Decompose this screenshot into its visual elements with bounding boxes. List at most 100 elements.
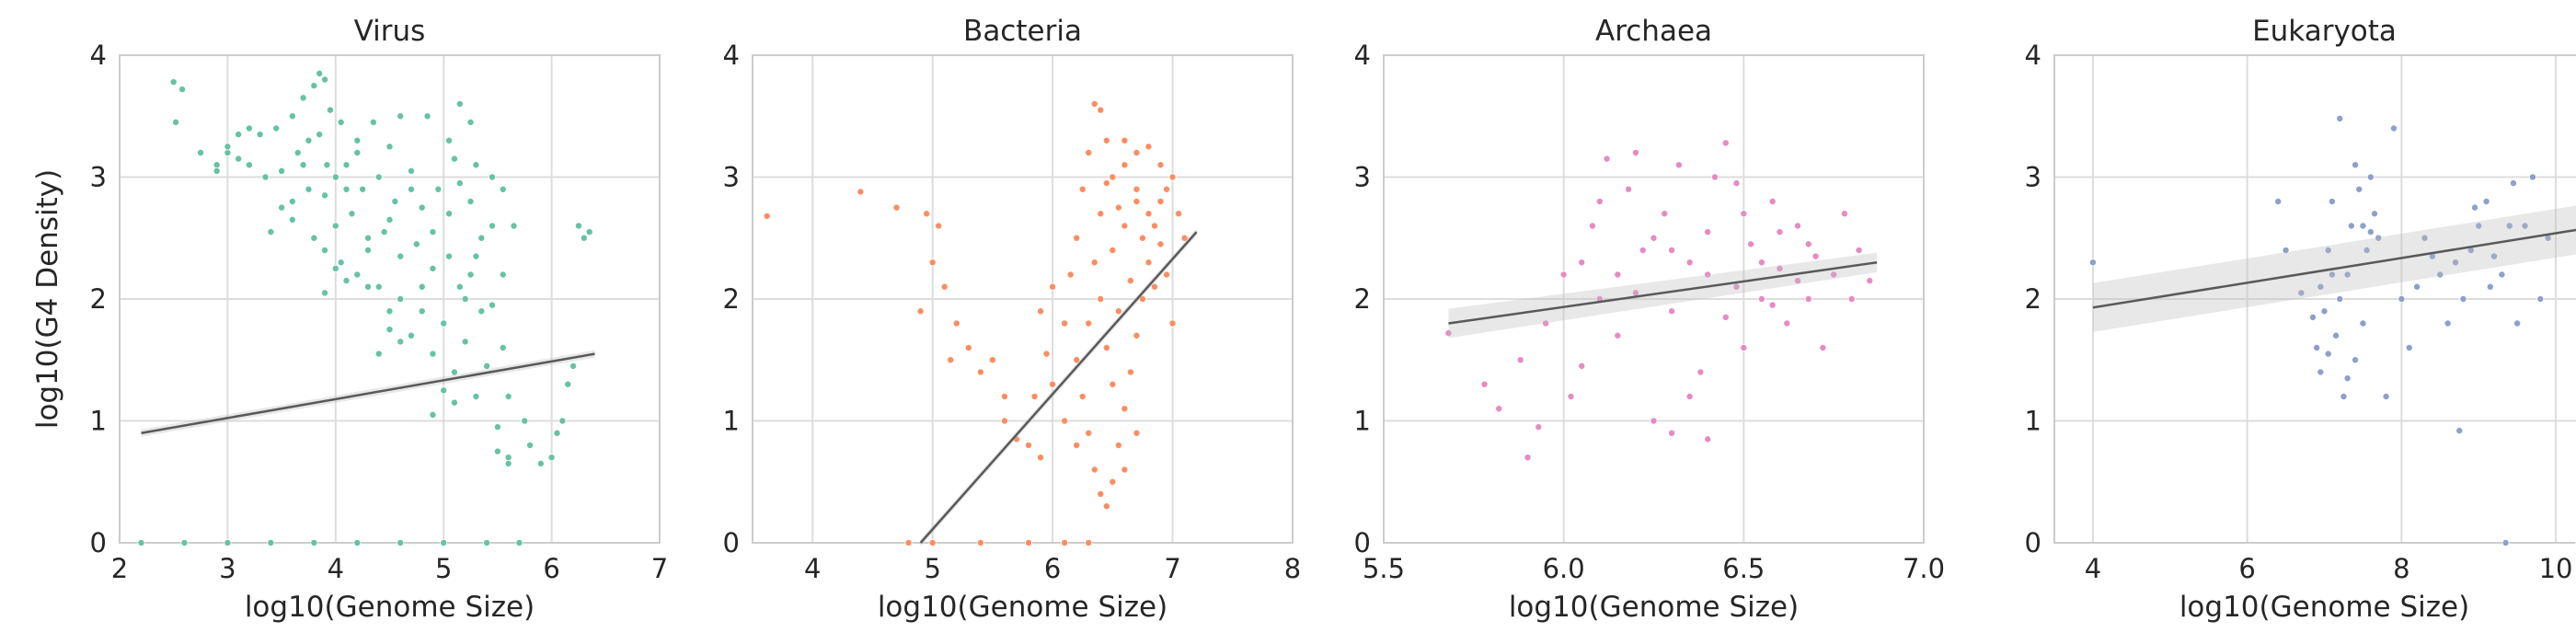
scatter-point: [440, 386, 448, 395]
scatter-point: [213, 167, 221, 175]
scatter-point: [1578, 362, 1586, 370]
scatter-point: [1783, 319, 1791, 328]
scatter-point: [2509, 179, 2517, 188]
scatter-point: [1102, 136, 1110, 144]
scatter-point: [472, 392, 480, 400]
x-tick-label: 6: [1044, 553, 1061, 584]
scatter-point: [477, 234, 486, 242]
x-tick-label: 6: [543, 553, 559, 584]
scatter-point: [1030, 392, 1039, 400]
scatter-point: [2421, 234, 2429, 242]
plot-area: [763, 100, 1198, 547]
x-tick-label: 8: [2393, 553, 2409, 584]
scatter-point: [321, 191, 329, 200]
scatter-point: [267, 228, 275, 236]
scatter-point: [1685, 392, 1694, 400]
scatter-point: [429, 228, 437, 236]
scatter-point: [1102, 502, 1110, 511]
scatter-point: [1776, 228, 1784, 236]
scatter-point: [1061, 417, 1069, 425]
scatter-point: [1121, 161, 1129, 169]
scatter-point: [928, 539, 937, 547]
panel-bacteria: 4 5 6 7 8 0 1 2 3 4 Bacteria log10(Genome Size): [723, 15, 1302, 624]
scatter-point: [293, 148, 302, 156]
scatter-point: [1090, 466, 1098, 474]
scatter-point: [359, 185, 367, 193]
scatter-point: [1847, 294, 1856, 303]
scatter-point: [2328, 197, 2336, 205]
scatter-point: [342, 161, 351, 169]
scatter-point: [1175, 210, 1183, 218]
scatter-point: [1840, 210, 1848, 218]
scatter-point: [1085, 148, 1093, 156]
scatter-point: [1595, 197, 1604, 205]
scatter-point: [988, 356, 996, 364]
y-tick-label: 0: [2025, 527, 2041, 558]
scatter-point: [1768, 197, 1777, 205]
scatter-point: [493, 447, 501, 455]
scatter-point: [245, 124, 253, 132]
scatter-point: [564, 380, 572, 388]
scatter-point: [1073, 356, 1081, 364]
y-tick-label: 3: [2025, 162, 2041, 193]
y-tick-label: 2: [2025, 283, 2041, 315]
scatter-point: [385, 143, 394, 151]
scatter-point: [1042, 350, 1051, 358]
scatter-point: [1696, 368, 1705, 376]
scatter-point: [1740, 210, 1748, 218]
scatter-point: [1121, 136, 1129, 144]
scatter-point: [364, 234, 373, 242]
scatter-point: [385, 326, 394, 334]
scatter-point: [455, 282, 464, 291]
scatter-point: [450, 368, 458, 376]
scatter-point: [323, 161, 331, 169]
scatter-point: [1133, 197, 1141, 205]
scatter-point: [1819, 343, 1827, 351]
scatter-point: [928, 259, 937, 267]
scatter-point: [445, 136, 454, 144]
scatter-point: [547, 454, 556, 462]
scatter-point: [1156, 197, 1165, 205]
scatter-point: [1721, 313, 1730, 321]
scatter-point: [2363, 246, 2371, 254]
scatter-point: [278, 203, 286, 212]
y-tick-label: 2: [90, 283, 107, 315]
scatter-point: [1721, 139, 1730, 147]
scatter-point: [326, 106, 334, 114]
scatter-point: [353, 270, 362, 279]
scatter-point: [2482, 197, 2490, 205]
scatter-point: [1133, 429, 1141, 437]
y-tick-label: 2: [723, 283, 740, 315]
scatter-point: [364, 246, 373, 254]
scatter-point: [380, 228, 388, 236]
plot-frame: [2053, 54, 2576, 544]
scatter-point: [342, 185, 351, 193]
scatter-point: [440, 539, 448, 547]
scatter-point: [331, 173, 339, 181]
regression-line: [141, 352, 595, 434]
scatter-point: [1133, 331, 1141, 339]
scatter-point: [2355, 185, 2363, 193]
scatter-point: [137, 539, 145, 547]
scatter-point: [1524, 454, 1532, 462]
scatter-point: [418, 307, 426, 316]
scatter-point: [412, 240, 420, 248]
scatter-point: [461, 338, 469, 346]
scatter-point: [267, 539, 275, 547]
scatter-point: [1090, 100, 1098, 109]
scatter-point: [499, 185, 507, 193]
scatter-point: [2324, 246, 2332, 254]
scatter-point: [418, 203, 426, 212]
scatter-point: [1025, 539, 1033, 547]
x-tick-label: 4: [804, 553, 821, 584]
scatter-point: [1126, 277, 1134, 285]
scatter-point: [288, 112, 296, 121]
scatter-point: [272, 124, 281, 132]
scatter-point: [2486, 282, 2494, 291]
scatter-point: [1661, 210, 1669, 218]
scatter-point: [2513, 319, 2522, 328]
scatter-point: [1049, 282, 1057, 291]
scatter-point: [2475, 222, 2483, 230]
scatter-point: [1156, 161, 1165, 169]
